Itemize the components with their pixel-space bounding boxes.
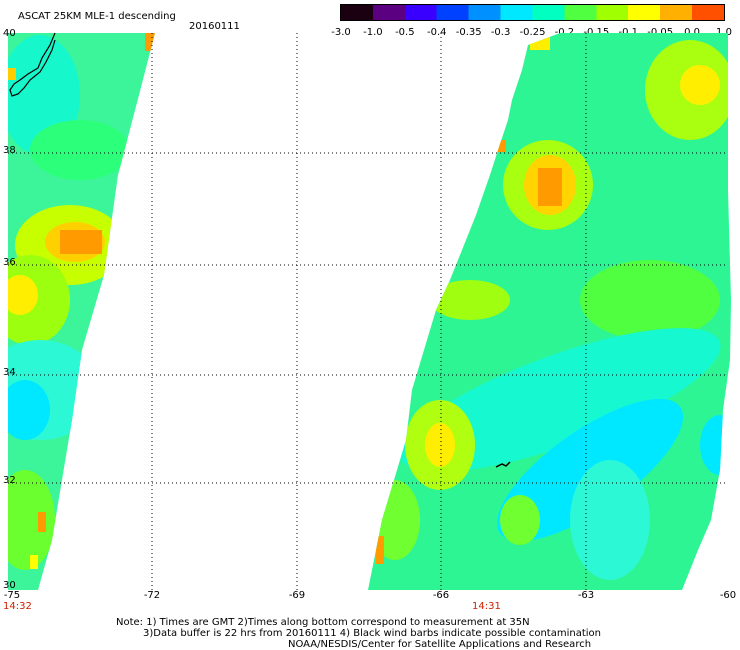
color-scale-tick-label: -0.05 — [647, 27, 674, 38]
lon-label-60: -60 — [719, 590, 737, 601]
lat-label-40: 40 — [3, 28, 16, 39]
color-scale-tick-label: -0.1 — [618, 27, 639, 38]
lon-label-72: -72 — [143, 590, 161, 601]
lon-label-69: -69 — [288, 590, 306, 601]
color-scale-tick-label: -0.25 — [519, 27, 546, 38]
color-scale-tick-label: -0.35 — [455, 27, 482, 38]
lat-label-36: 36 — [3, 257, 16, 268]
swath-time-right: 14:31 — [472, 601, 501, 612]
color-scale-tick-label: -1.0 — [363, 27, 383, 38]
swath-time-left: 14:32 — [3, 601, 32, 612]
lon-label-75: -75 — [3, 590, 21, 601]
lon-label-66: -66 — [432, 590, 450, 601]
wind-barb-contamination-marker — [495, 461, 511, 468]
color-scale-tick-label: -0.3 — [490, 27, 511, 38]
lat-label-30: 30 — [3, 580, 16, 591]
note-line-3: NOAA/NESDIS/Center for Satellite Applica… — [288, 639, 592, 650]
color-scale-tick-label: -0.5 — [395, 27, 415, 38]
color-scale-tick-label: -0.2 — [554, 27, 575, 38]
color-scale-tick-label: 0.0 — [684, 27, 701, 38]
swath-right-data — [368, 33, 731, 590]
note-line-2: 3)Data buffer is 22 hrs from 20160111 4)… — [143, 628, 601, 639]
lon-label-63: -63 — [577, 590, 595, 601]
color-scale-tick-label: -0.4 — [426, 27, 447, 38]
color-scale-tick-label: -0.15 — [583, 27, 610, 38]
color-scale-tick-label: 1.0 — [716, 27, 732, 38]
lat-label-38: 38 — [3, 145, 16, 156]
lat-label-34: 34 — [3, 367, 16, 378]
note-line-1: Note: 1) Times are GMT 2)Times along bot… — [116, 617, 530, 628]
swath-left-data — [8, 33, 155, 590]
product-title: ASCAT 25KM MLE-1 descending — [18, 11, 176, 22]
product-date: 20160111 — [189, 21, 240, 32]
lat-lon-grid — [8, 33, 728, 590]
coastline — [9, 32, 56, 97]
color-scale-tick-label: -3.0 — [331, 27, 351, 38]
lat-label-32: 32 — [3, 475, 16, 486]
color-scale-bar — [340, 4, 725, 21]
